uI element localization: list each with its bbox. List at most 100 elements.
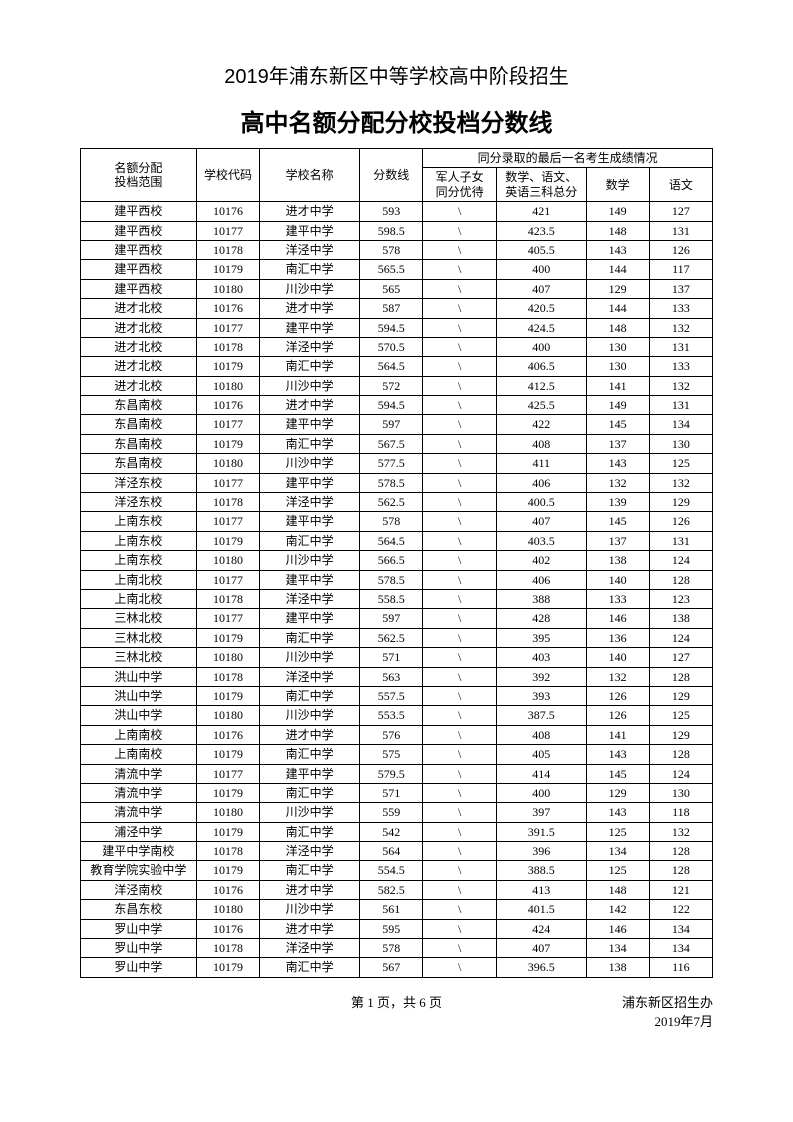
cell: 上南东校 bbox=[81, 551, 197, 570]
cell: 10177 bbox=[196, 318, 259, 337]
cell: 406 bbox=[497, 473, 587, 492]
cell: 139 bbox=[586, 493, 649, 512]
table-row: 进才北校10176进才中学587\420.5144133 bbox=[81, 299, 713, 318]
table-row: 罗山中学10179南汇中学567\396.5138116 bbox=[81, 958, 713, 977]
table-row: 建平西校10178洋泾中学578\405.5143126 bbox=[81, 240, 713, 259]
footer-date: 2019年7月 bbox=[543, 1011, 713, 1030]
cell: \ bbox=[423, 939, 497, 958]
cell: 上南东校 bbox=[81, 512, 197, 531]
cell: 南汇中学 bbox=[260, 434, 360, 453]
cell: 洋泾中学 bbox=[260, 493, 360, 512]
cell: \ bbox=[423, 880, 497, 899]
cell: 建平西校 bbox=[81, 202, 197, 221]
cell: 400 bbox=[497, 260, 587, 279]
cell: 125 bbox=[586, 822, 649, 841]
cell: \ bbox=[423, 473, 497, 492]
cell: 400 bbox=[497, 783, 587, 802]
cell: \ bbox=[423, 861, 497, 880]
cell: 125 bbox=[649, 454, 712, 473]
cell: 578 bbox=[360, 240, 423, 259]
cell: \ bbox=[423, 221, 497, 240]
cell: 572 bbox=[360, 376, 423, 395]
cell: 123 bbox=[649, 589, 712, 608]
cell: 137 bbox=[586, 434, 649, 453]
cell: 406 bbox=[497, 570, 587, 589]
cell: 130 bbox=[586, 337, 649, 356]
cell: 582.5 bbox=[360, 880, 423, 899]
cell: 东昌南校 bbox=[81, 415, 197, 434]
cell: 南汇中学 bbox=[260, 861, 360, 880]
cell: 405.5 bbox=[497, 240, 587, 259]
cell: 424.5 bbox=[497, 318, 587, 337]
cell: 570.5 bbox=[360, 337, 423, 356]
cell: 146 bbox=[586, 919, 649, 938]
cell: 罗山中学 bbox=[81, 939, 197, 958]
cell: 134 bbox=[649, 415, 712, 434]
cell: 125 bbox=[649, 706, 712, 725]
cell: 132 bbox=[649, 376, 712, 395]
cell: 122 bbox=[649, 900, 712, 919]
cell: 南汇中学 bbox=[260, 357, 360, 376]
table-row: 罗山中学10176进才中学595\424146134 bbox=[81, 919, 713, 938]
cell: 395 bbox=[497, 628, 587, 647]
cell: 143 bbox=[586, 745, 649, 764]
cell: 140 bbox=[586, 648, 649, 667]
cell: 131 bbox=[649, 221, 712, 240]
cell: 542 bbox=[360, 822, 423, 841]
cell: 564 bbox=[360, 842, 423, 861]
cell: 10177 bbox=[196, 764, 259, 783]
cell: 118 bbox=[649, 803, 712, 822]
cell: 559 bbox=[360, 803, 423, 822]
cell: 594.5 bbox=[360, 318, 423, 337]
table-row: 上南东校10177建平中学578\407145126 bbox=[81, 512, 713, 531]
table-row: 三林北校10180川沙中学571\403140127 bbox=[81, 648, 713, 667]
cell: 洪山中学 bbox=[81, 706, 197, 725]
footer-org: 浦东新区招生办 bbox=[543, 992, 713, 1011]
cell: 128 bbox=[649, 570, 712, 589]
cell: 上南北校 bbox=[81, 589, 197, 608]
cell: 进才北校 bbox=[81, 376, 197, 395]
cell: 129 bbox=[649, 725, 712, 744]
cell: 130 bbox=[586, 357, 649, 376]
cell: 116 bbox=[649, 958, 712, 977]
cell: 10180 bbox=[196, 706, 259, 725]
table-row: 洪山中学10179南汇中学557.5\393126129 bbox=[81, 686, 713, 705]
table-row: 洪山中学10178洋泾中学563\392132128 bbox=[81, 667, 713, 686]
cell: 127 bbox=[649, 648, 712, 667]
cell: 132 bbox=[649, 822, 712, 841]
cell: 571 bbox=[360, 648, 423, 667]
cell: \ bbox=[423, 900, 497, 919]
cell: 129 bbox=[649, 493, 712, 512]
cell: 408 bbox=[497, 434, 587, 453]
cell: 141 bbox=[586, 376, 649, 395]
cell: 清流中学 bbox=[81, 783, 197, 802]
cell: \ bbox=[423, 551, 497, 570]
cell: 川沙中学 bbox=[260, 454, 360, 473]
table-row: 清流中学10179南汇中学571\400129130 bbox=[81, 783, 713, 802]
cell: 565.5 bbox=[360, 260, 423, 279]
table-row: 洋泾东校10177建平中学578.5\406132132 bbox=[81, 473, 713, 492]
cell: 洋泾中学 bbox=[260, 939, 360, 958]
table-row: 东昌南校10180川沙中学577.5\411143125 bbox=[81, 454, 713, 473]
cell: 10178 bbox=[196, 589, 259, 608]
cell: 浦泾中学 bbox=[81, 822, 197, 841]
cell: 145 bbox=[586, 512, 649, 531]
cell: \ bbox=[423, 589, 497, 608]
cell: \ bbox=[423, 279, 497, 298]
cell: \ bbox=[423, 434, 497, 453]
cell: \ bbox=[423, 260, 497, 279]
cell: 137 bbox=[586, 531, 649, 550]
cell: \ bbox=[423, 376, 497, 395]
cell: 10176 bbox=[196, 396, 259, 415]
cell: \ bbox=[423, 454, 497, 473]
cell: 576 bbox=[360, 725, 423, 744]
table-row: 进才北校10178洋泾中学570.5\400130131 bbox=[81, 337, 713, 356]
table-row: 上南东校10180川沙中学566.5\402138124 bbox=[81, 551, 713, 570]
cell: 10179 bbox=[196, 434, 259, 453]
cell: 575 bbox=[360, 745, 423, 764]
table-row: 东昌南校10179南汇中学567.5\408137130 bbox=[81, 434, 713, 453]
cell: 127 bbox=[649, 202, 712, 221]
cell: 598.5 bbox=[360, 221, 423, 240]
table-row: 进才北校10180川沙中学572\412.5141132 bbox=[81, 376, 713, 395]
cell: 洪山中学 bbox=[81, 667, 197, 686]
